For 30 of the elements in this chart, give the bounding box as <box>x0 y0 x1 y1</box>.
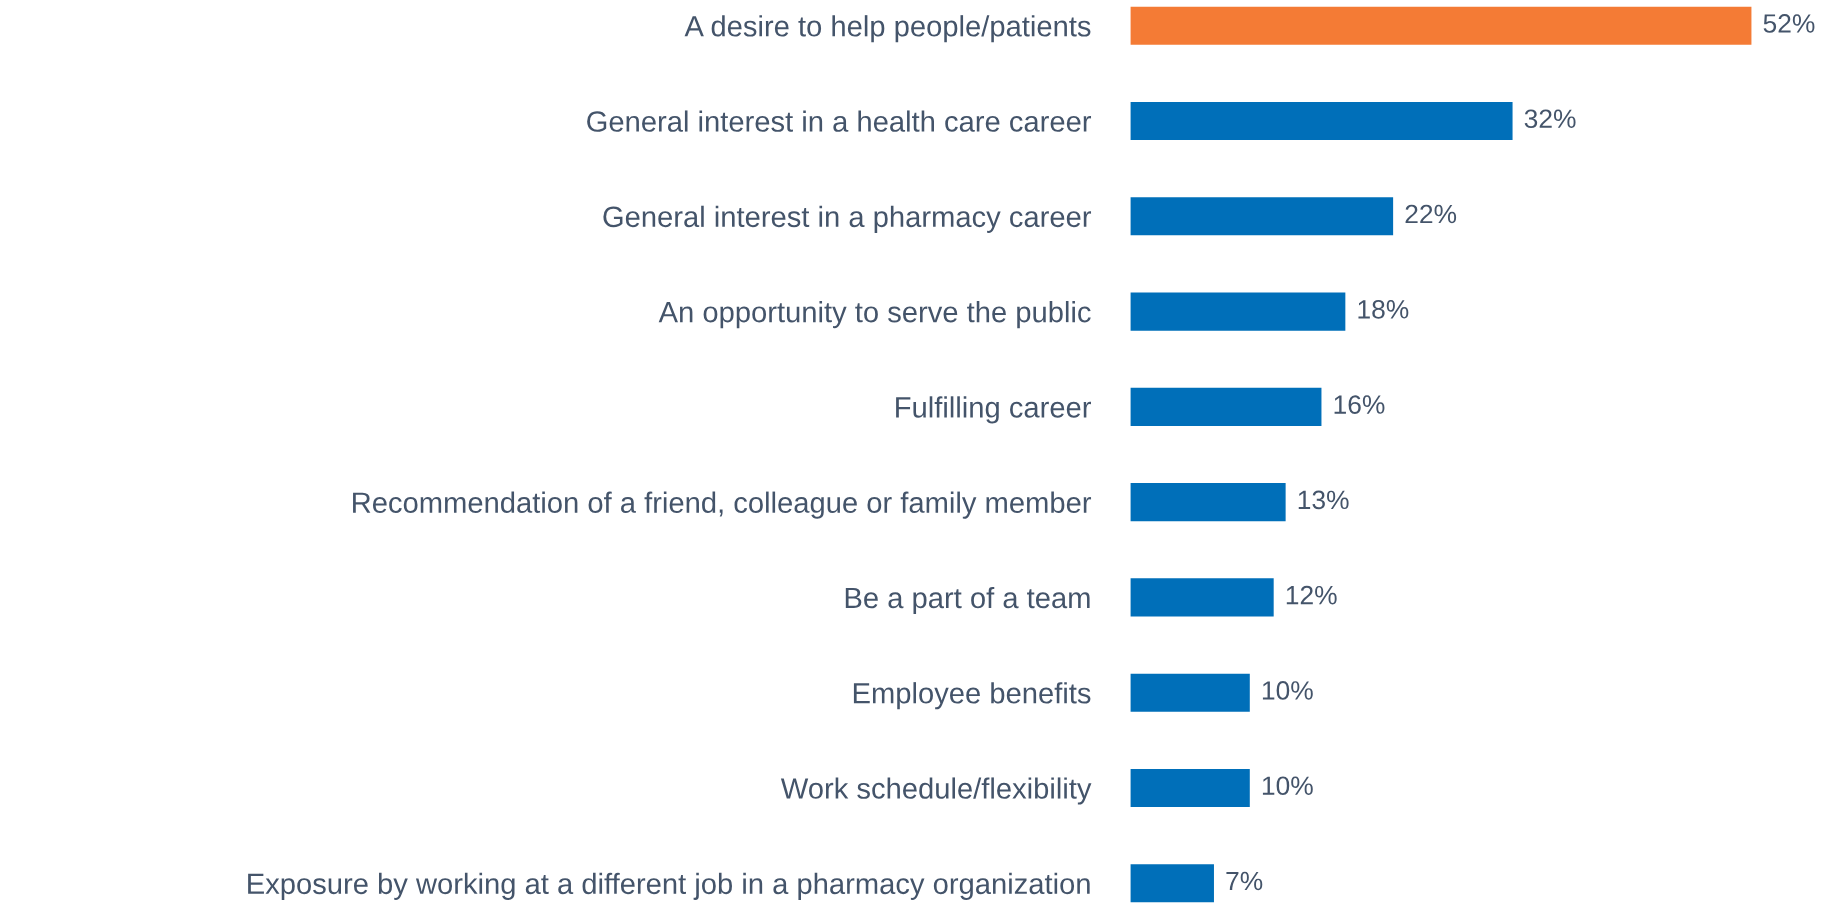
bar <box>1130 101 1513 141</box>
bar <box>1130 387 1322 426</box>
y-tick-label: General interest in a health care career <box>587 110 1092 132</box>
data-label: 18% <box>1358 299 1409 319</box>
data-label: 52% <box>1763 14 1815 33</box>
bar <box>1130 292 1346 331</box>
bar <box>1130 483 1286 522</box>
data-label: 12% <box>1286 585 1337 605</box>
data-label: 13% <box>1298 490 1349 510</box>
data-label: 16% <box>1334 395 1385 414</box>
data-label: 10% <box>1262 776 1313 796</box>
y-tick-label: Work schedule/flexibility <box>780 777 1092 805</box>
y-tick-label: General interest in a pharmacy career <box>603 205 1092 233</box>
data-label: 10% <box>1262 681 1313 700</box>
bar <box>1130 197 1394 236</box>
y-tick-label: A desire to help people/patients <box>684 15 1091 43</box>
y-tick-label: Exposure by working at a different job in a pharmacy organization <box>248 872 1090 900</box>
data-label: 32% <box>1524 109 1576 129</box>
y-tick-label: An opportunity to serve the public <box>658 301 1091 329</box>
y-tick-label: Be a part of a team <box>845 586 1090 615</box>
bar <box>1130 6 1752 45</box>
y-tick-label: Recommendation of a friend, colleague or family member <box>353 491 1092 519</box>
data-label: 22% <box>1405 204 1457 224</box>
data-label: 7% <box>1226 871 1263 891</box>
bar <box>1130 673 1250 712</box>
y-tick-label: Employee benefits <box>853 682 1091 710</box>
y-tick-label: Fulfilling career <box>896 396 1091 424</box>
bar <box>1130 578 1274 617</box>
bar <box>1130 768 1250 808</box>
bar <box>1130 864 1214 903</box>
